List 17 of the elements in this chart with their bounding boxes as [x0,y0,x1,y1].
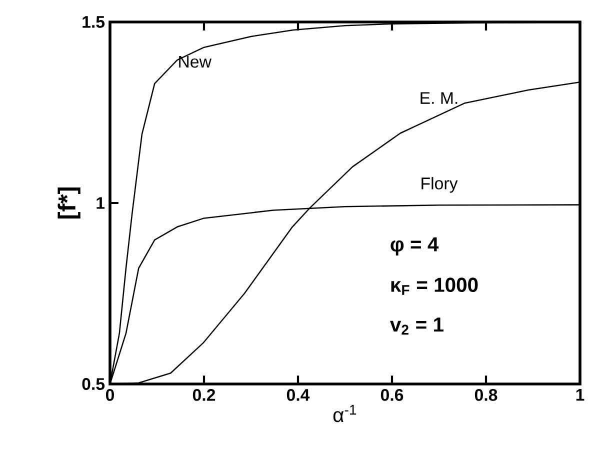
x-tick-label: 0.8 [474,388,498,401]
y-tick-label: 0.5 [82,378,105,390]
x-tick-label: 0.4 [286,388,310,401]
x-tick-label: 0 [106,388,114,401]
series-label: E. M. [420,92,458,104]
x-tick-label: 0.2 [192,388,216,401]
x-tick-label: 1 [576,388,584,401]
x-tick-label: 0.6 [380,388,404,401]
x-axis-title: α$^{-1}$ [333,404,356,422]
y-tick-label: 1 [96,197,105,209]
annotation: φ = 4 [390,237,439,256]
series-label: Flory [422,177,458,193]
y-tick-label: 1.5 [82,16,105,28]
y-axis-title: [f*] [58,188,80,218]
series-label: New [179,56,212,68]
annotation: κ$_{F}$ = 1000 [391,278,478,295]
annotation: v$_{2}$ = 1 [390,318,444,335]
